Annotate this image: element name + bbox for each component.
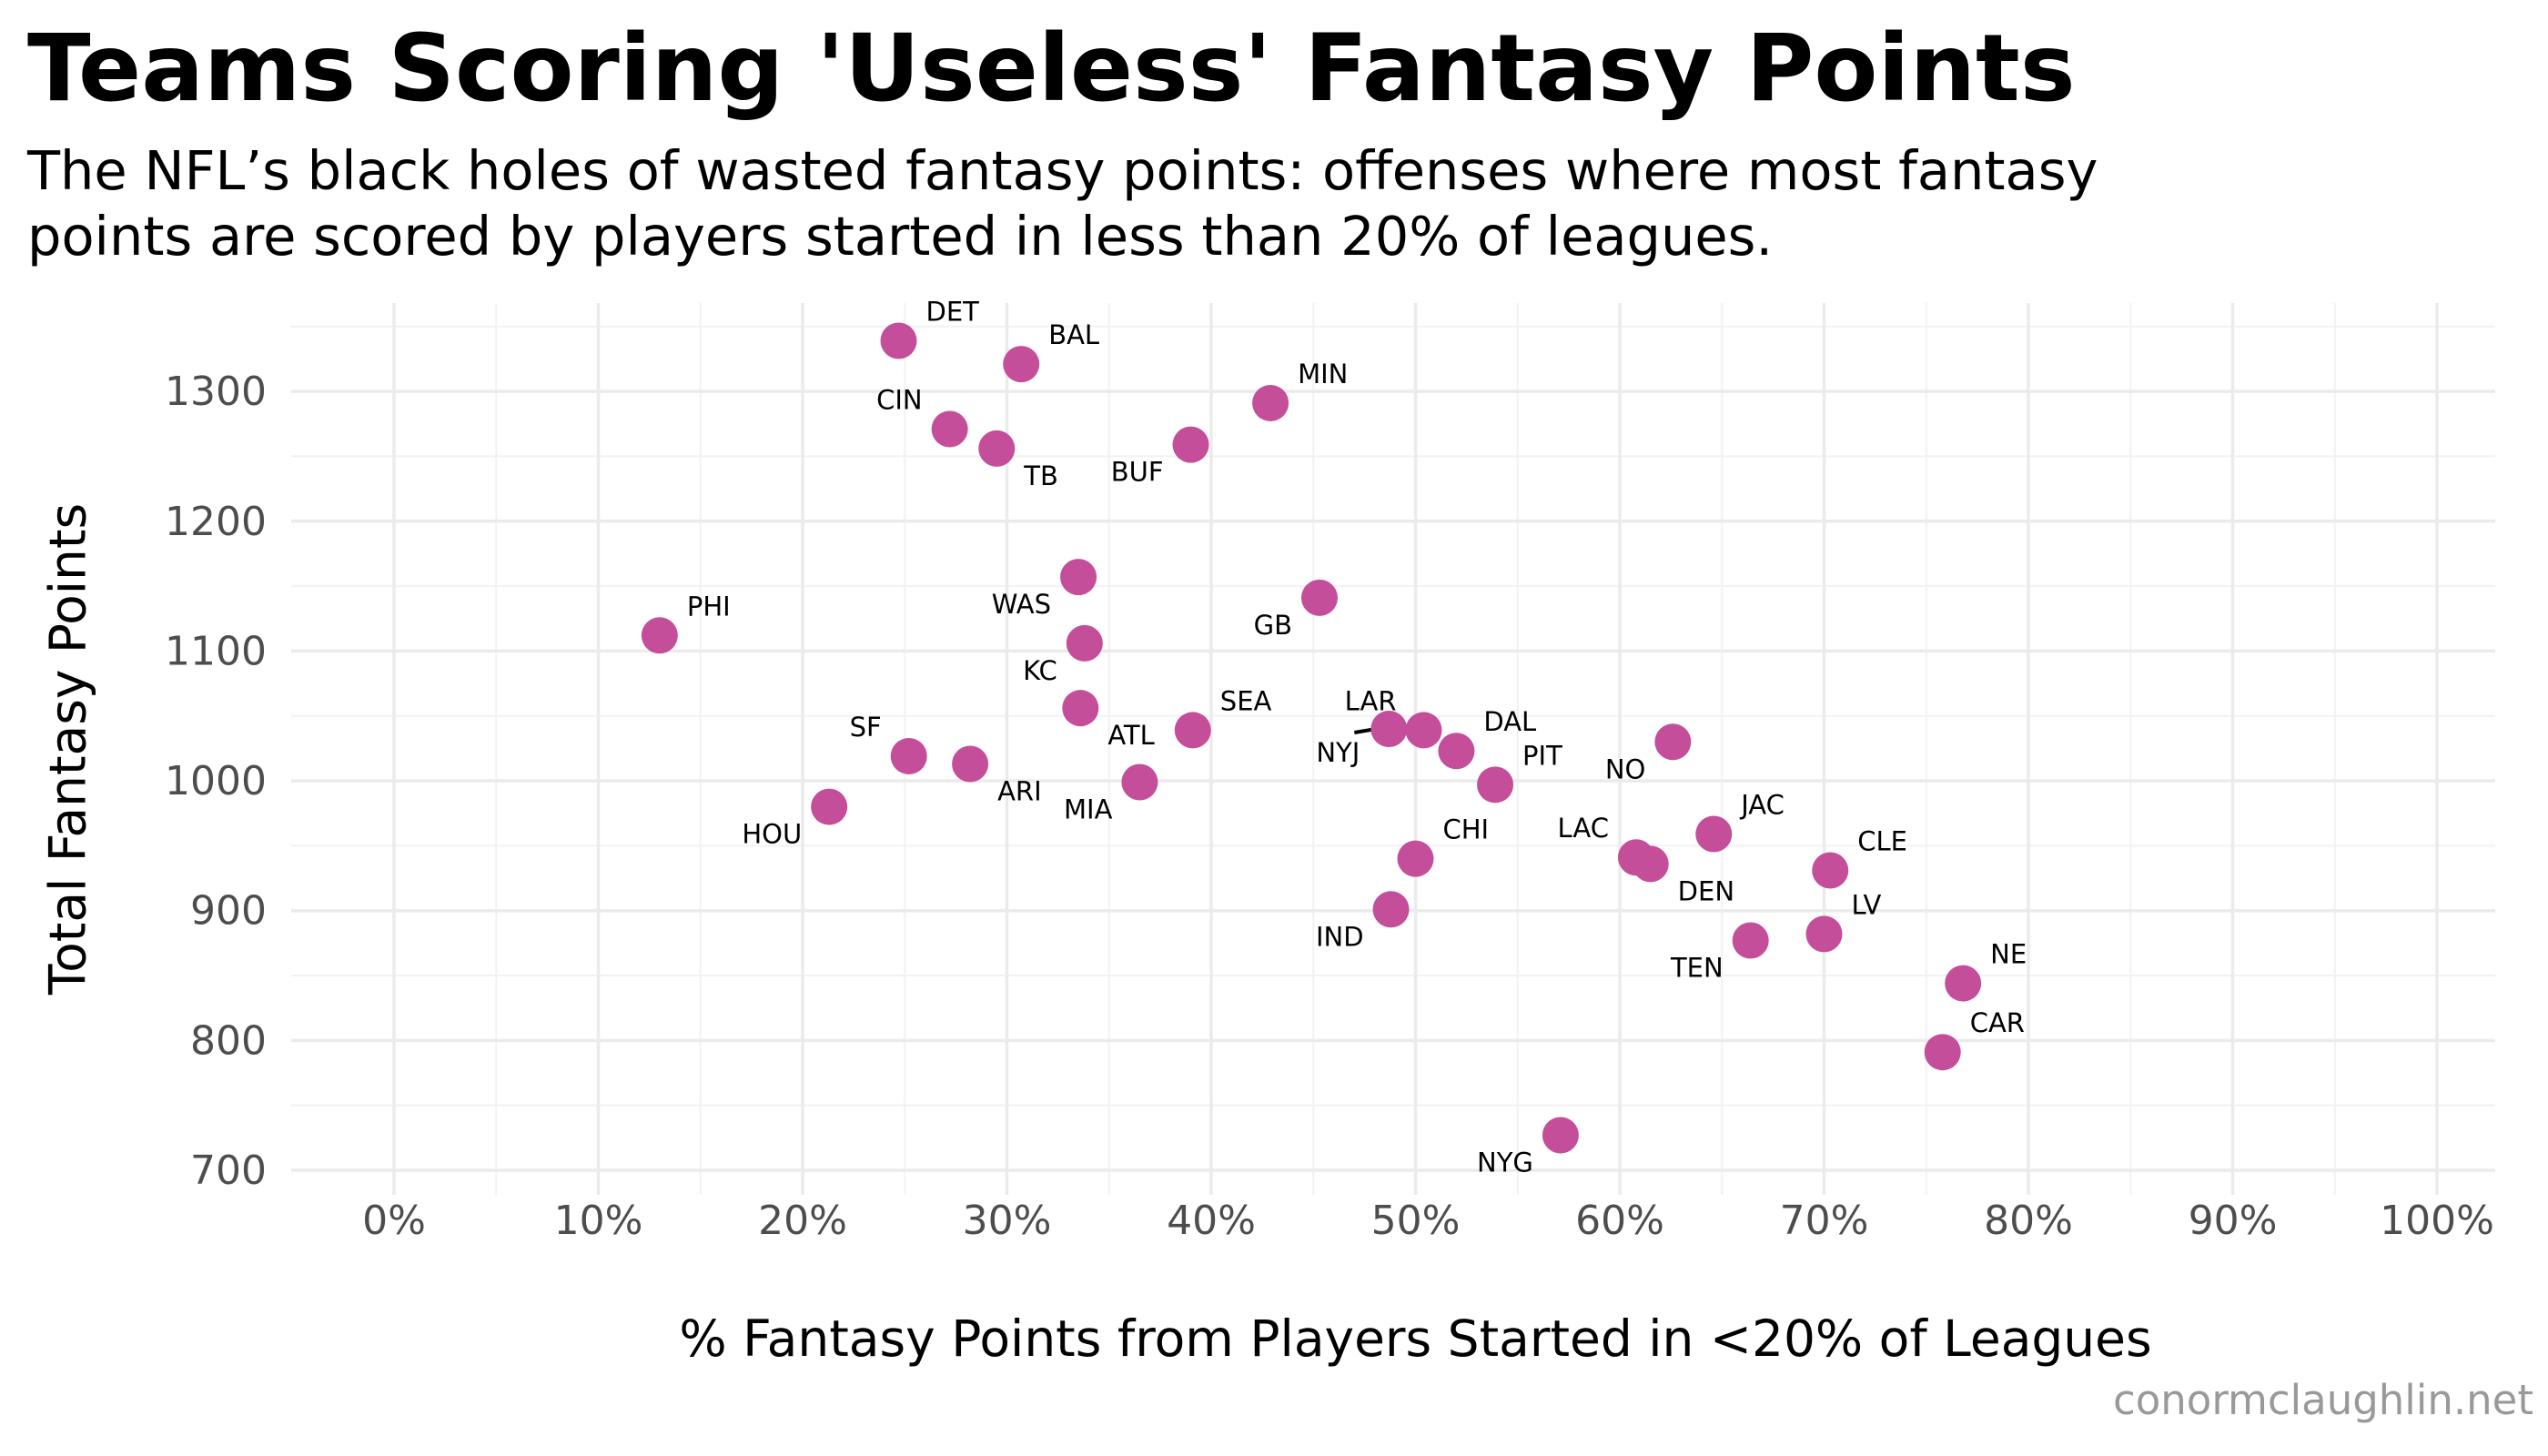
- point-kc: [1066, 624, 1103, 662]
- point-label-ne: NE: [1990, 939, 2027, 970]
- point-nyg: [1542, 1117, 1579, 1154]
- point-label-phi: PHI: [687, 591, 731, 622]
- y-tick-label: 700: [190, 1148, 267, 1194]
- point-label-gb: GB: [1254, 610, 1292, 641]
- point-label-lac: LAC: [1558, 813, 1609, 844]
- point-sf: [890, 737, 927, 774]
- y-tick-label: 1000: [165, 758, 267, 804]
- point-label-min: MIN: [1298, 359, 1348, 389]
- point-label-jac: JAC: [1739, 790, 1785, 821]
- point-label-kc: KC: [1023, 655, 1057, 686]
- y-tick-label: 1200: [165, 499, 267, 545]
- point-label-sea: SEA: [1220, 685, 1272, 716]
- point-chi: [1397, 840, 1434, 877]
- x-tick-label: 30%: [963, 1198, 1052, 1244]
- point-label-car: CAR: [1970, 1007, 2025, 1038]
- x-tick-label: 100%: [2380, 1198, 2494, 1244]
- point-jac: [1695, 815, 1733, 853]
- point-label-tb: TB: [1023, 460, 1058, 491]
- point-label-hou: HOU: [742, 819, 802, 850]
- point-min: [1252, 384, 1289, 421]
- point-ne: [1945, 965, 1982, 1002]
- x-tick-label: 70%: [1780, 1198, 1869, 1244]
- x-tick-label: 0%: [362, 1198, 426, 1244]
- point-label-ind: IND: [1316, 921, 1364, 952]
- point-label-mia: MIA: [1064, 794, 1113, 824]
- tick-labels: 0% 10% 20% 30% 40% 50% 60% 70% 80% 90% 100% 700 800 9…: [165, 369, 2494, 1244]
- point-label-was: WAS: [992, 589, 1051, 620]
- y-tick-label: 900: [190, 888, 267, 935]
- point-label-dal: DAL: [1483, 706, 1536, 737]
- chart-title: Teams Scoring 'Useless' Fantasy Points: [27, 15, 2076, 123]
- point-pit: [1477, 766, 1514, 804]
- point-label-bal: BAL: [1048, 319, 1099, 350]
- x-tick-label: 90%: [2189, 1198, 2278, 1244]
- point-hou: [811, 788, 848, 825]
- x-tick-label: 40%: [1167, 1198, 1256, 1244]
- point-label-nyj: NYJ: [1316, 737, 1360, 768]
- point-label-no: NO: [1605, 753, 1646, 784]
- chart-caption: conormclaughlin.net: [2113, 1376, 2533, 1424]
- point-sea: [1174, 712, 1211, 749]
- point-label-cle: CLE: [1857, 825, 1907, 856]
- y-tick-label: 800: [190, 1017, 267, 1064]
- x-tick-label: 60%: [1575, 1198, 1664, 1244]
- x-tick-label: 80%: [1984, 1198, 2073, 1244]
- point-bal: [1003, 346, 1040, 383]
- point-tb: [978, 430, 1016, 467]
- x-tick-label: 20%: [758, 1198, 847, 1244]
- point-label-cin: CIN: [876, 384, 923, 415]
- y-tick-label: 1100: [165, 628, 267, 674]
- point-ari: [952, 745, 989, 783]
- point-label-nyg: NYG: [1477, 1147, 1533, 1178]
- point-lv: [1805, 915, 1843, 953]
- point-was: [1060, 559, 1097, 596]
- point-label-chi: CHI: [1443, 814, 1490, 845]
- point-labels: DET BAL MIN CIN TB BUF WAS GB PHI KC ATL SEA NYJ LAR D…: [687, 296, 2027, 1178]
- point-no: [1654, 723, 1692, 761]
- point-dal: [1438, 733, 1475, 770]
- point-nyj: [1370, 710, 1408, 747]
- point-label-den: DEN: [1678, 875, 1734, 906]
- grid-layer: [291, 303, 2495, 1195]
- chart-subtitle-line-2: points are scored by players started in …: [27, 205, 1774, 268]
- point-label-lar: LAR: [1345, 685, 1397, 716]
- point-gb: [1300, 579, 1338, 616]
- x-tick-label: 10%: [554, 1198, 643, 1244]
- x-tick-label: 50%: [1371, 1198, 1461, 1244]
- point-cin: [931, 410, 968, 448]
- point-det: [880, 322, 917, 359]
- point-label-ten: TEN: [1670, 953, 1724, 984]
- point-phi: [641, 617, 678, 654]
- point-label-pit: PIT: [1522, 740, 1562, 771]
- point-mia: [1121, 763, 1158, 801]
- y-axis-title: Total Fantasy Points: [38, 503, 96, 996]
- chart-subtitle-line-1: The NFL’s black holes of wasted fantasy …: [27, 139, 2098, 202]
- point-label-ari: ARI: [997, 776, 1042, 807]
- point-buf: [1172, 426, 1209, 463]
- point-label-buf: BUF: [1111, 457, 1164, 488]
- point-ten: [1732, 922, 1769, 959]
- x-axis-title: % Fantasy Points from Players Started in…: [679, 1309, 2151, 1368]
- point-den: [1632, 845, 1669, 883]
- chart-subtitle: The NFL’s black holes of wasted fantasy …: [27, 138, 2098, 269]
- point-cle: [1812, 852, 1849, 889]
- data-points: [641, 322, 1982, 1154]
- y-tick-label: 1300: [165, 369, 267, 415]
- point-label-det: DET: [926, 296, 980, 327]
- point-atl: [1062, 690, 1099, 727]
- point-ind: [1372, 891, 1410, 928]
- point-lar: [1405, 712, 1442, 749]
- point-label-sf: SF: [850, 712, 882, 743]
- point-label-lv: LV: [1852, 889, 1882, 920]
- point-car: [1924, 1034, 1961, 1071]
- point-label-atl: ATL: [1107, 720, 1154, 751]
